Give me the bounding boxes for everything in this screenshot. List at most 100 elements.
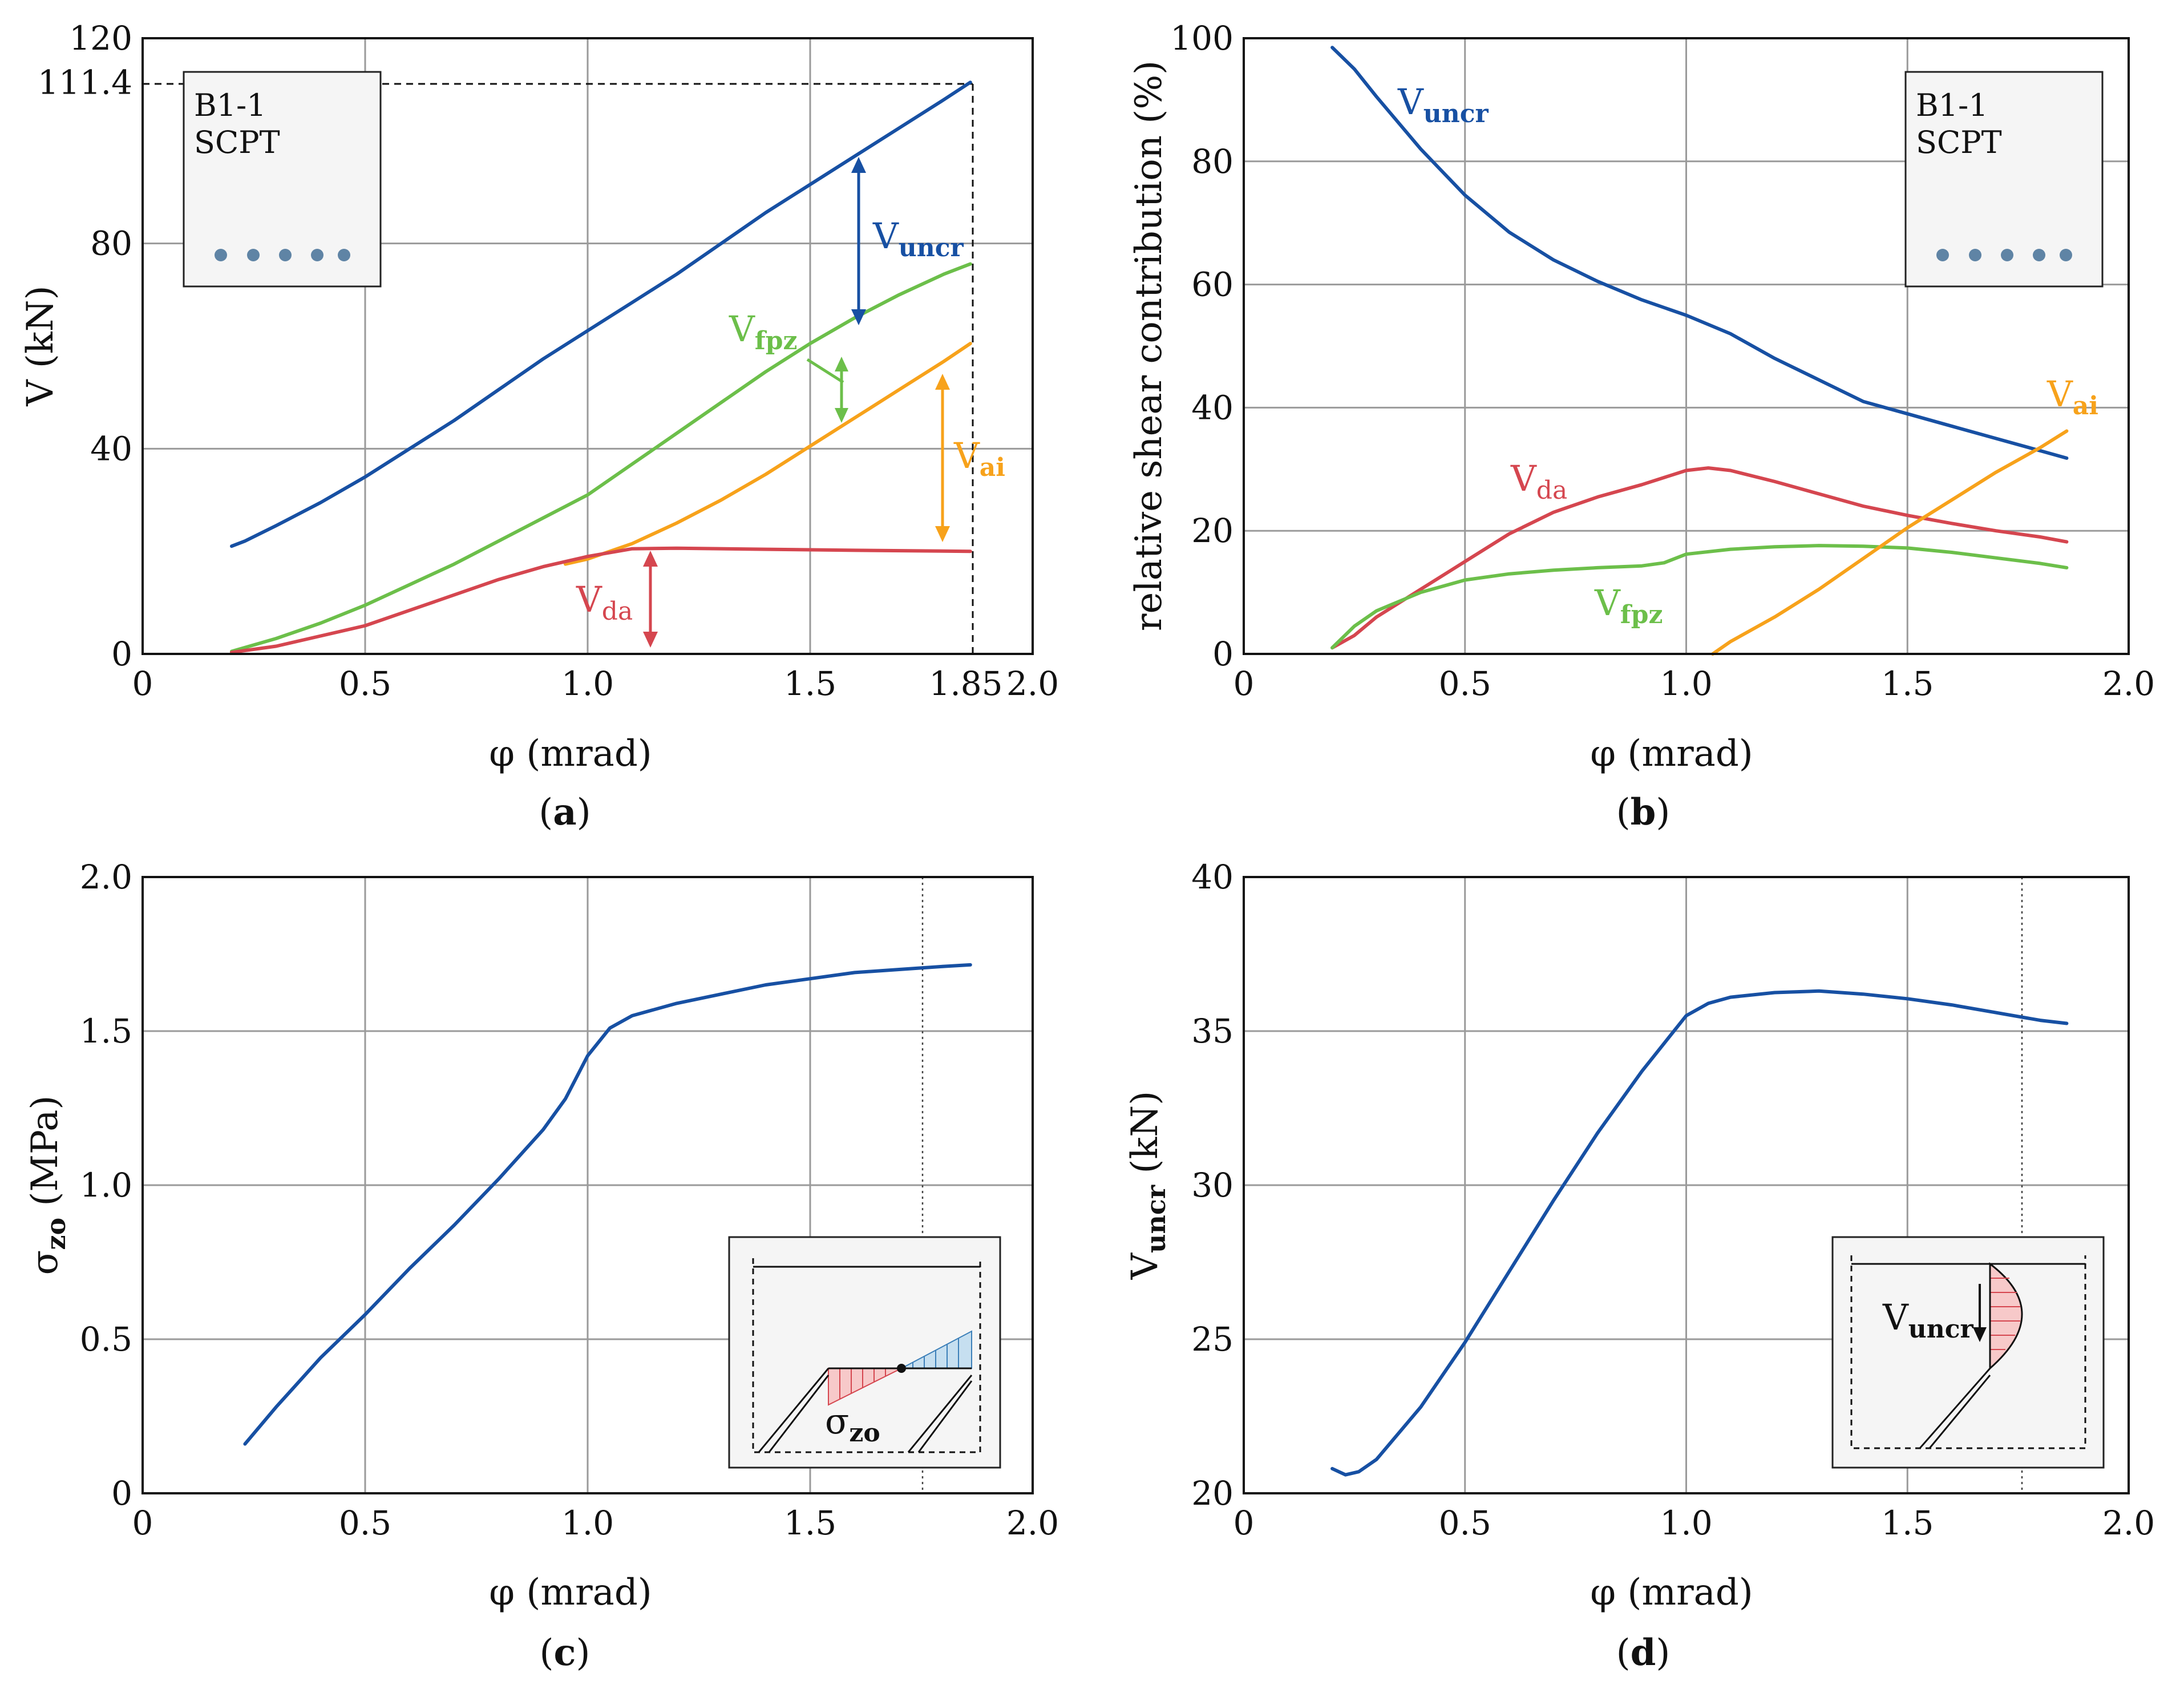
panel-d-inset-shear-profile bbox=[1989, 1262, 2023, 1371]
series-line-v-ai bbox=[564, 342, 972, 566]
panel-c-inset: σzo bbox=[728, 1236, 1001, 1469]
panel-c-series bbox=[243, 963, 972, 1446]
series-line-v-uncr bbox=[230, 80, 972, 548]
rebar-dot bbox=[338, 249, 350, 261]
series-line-sigma-zo bbox=[243, 963, 972, 1446]
panel-a-caption: (a) bbox=[539, 791, 591, 834]
panel-c-frame bbox=[141, 876, 1034, 1494]
series-line-v-uncr bbox=[1330, 989, 2069, 1477]
x-tick-label: 0.5 bbox=[1439, 1504, 1491, 1542]
panel-c-inset-border-dashed bbox=[752, 1258, 981, 1453]
x-tick-label: 1.0 bbox=[1660, 1504, 1712, 1542]
rebar-dot bbox=[311, 249, 323, 261]
panel-a: 0 0.5 1.0 1.5 1.85 2.0 0 40 80 111.4 120 B1-1 SCPT… bbox=[19, 19, 1059, 834]
panel-b-ylabel: relative shear contribution (%) bbox=[1128, 60, 1170, 631]
x-tick-label: 1.0 bbox=[1660, 664, 1712, 703]
y-tick-label: 2.0 bbox=[80, 858, 132, 896]
y-tick-label: 111.4 bbox=[38, 63, 132, 102]
panel-d-inset-label: Vuncr bbox=[1882, 1296, 1974, 1344]
panel-a-label-da: Vda bbox=[576, 579, 633, 626]
y-tick-label: 80 bbox=[90, 224, 132, 263]
y-tick-label: 120 bbox=[69, 19, 132, 58]
panel-d-frame bbox=[1243, 876, 2130, 1494]
rebar-dot bbox=[1969, 249, 1981, 261]
x-tick-label: 1.85 bbox=[929, 664, 1002, 703]
y-tick-label: 30 bbox=[1191, 1166, 1233, 1205]
x-tick-label: 1.5 bbox=[784, 664, 836, 703]
panel-a-frame bbox=[141, 37, 1034, 655]
rebar-dot bbox=[279, 249, 292, 261]
panel-b-xlabel: φ (mrad) bbox=[1590, 733, 1753, 775]
y-tick-label: 40 bbox=[1191, 388, 1233, 427]
panel-a-label-ai: Vai bbox=[953, 435, 1005, 482]
y-tick-label: 0 bbox=[1212, 635, 1233, 673]
panel-a-inset: B1-1 SCPT bbox=[183, 71, 382, 288]
x-tick-label: 1.5 bbox=[1881, 664, 1934, 703]
rebar-dot bbox=[247, 249, 260, 261]
y-tick-label: 100 bbox=[1170, 19, 1233, 58]
panel-a-arrow-uncr bbox=[851, 157, 866, 325]
panel-b-label-uncr: Vuncr bbox=[1397, 81, 1489, 128]
series-line-v-uncr bbox=[1330, 46, 2069, 460]
x-tick-label: 0 bbox=[1233, 1504, 1255, 1542]
panel-d-inset-crack bbox=[1919, 1368, 1991, 1449]
panel-a-series bbox=[230, 80, 972, 654]
panel-a-ticks: 0 0.5 1.0 1.5 1.85 2.0 0 40 80 111.4 120 bbox=[38, 19, 1059, 703]
panel-b-label-fpz: Vfpz bbox=[1594, 582, 1663, 629]
panel-d-ylabel: Vuncr (kN) bbox=[1124, 1091, 1171, 1280]
y-tick-label: 0 bbox=[111, 635, 132, 673]
panel-c-ticks: 0 0.5 1.0 1.5 2.0 0 0.5 1.0 1.5 2.0 bbox=[80, 858, 1059, 1542]
rebar-dot bbox=[2001, 249, 2013, 261]
x-tick-label: 0 bbox=[1233, 664, 1255, 703]
panel-d-inset-shear-hatch bbox=[1990, 1278, 2020, 1350]
panel-c-inset-point bbox=[897, 1364, 906, 1373]
panel-c-inset-blue-hatch bbox=[912, 1338, 959, 1368]
panel-a-inset-line1: B1-1 bbox=[194, 87, 266, 123]
series-line-v-fpz bbox=[1330, 544, 2069, 650]
y-tick-label: 0 bbox=[111, 1474, 132, 1513]
panel-d-inset-arrowhead bbox=[1973, 1327, 1987, 1342]
panel-c-inset-crack-right bbox=[907, 1375, 973, 1453]
y-tick-label: 60 bbox=[1191, 265, 1233, 304]
panel-b-rebar-dots bbox=[1936, 249, 2072, 261]
x-tick-label: 0.5 bbox=[339, 664, 391, 703]
rebar-dot bbox=[2060, 249, 2072, 261]
panel-a-xlabel: φ (mrad) bbox=[489, 733, 652, 775]
x-tick-label: 1.0 bbox=[561, 1504, 614, 1542]
y-tick-label: 1.0 bbox=[80, 1166, 132, 1205]
x-tick-label: 0 bbox=[132, 664, 153, 703]
y-tick-label: 80 bbox=[1191, 142, 1233, 181]
x-tick-label: 2.0 bbox=[1006, 664, 1059, 703]
panel-a-arrow-fpz bbox=[806, 357, 848, 423]
panel-d-xlabel: φ (mrad) bbox=[1590, 1571, 1753, 1614]
y-tick-label: 25 bbox=[1191, 1320, 1233, 1359]
x-tick-label: 0.5 bbox=[339, 1504, 391, 1542]
panel-c-xlabel: φ (mrad) bbox=[489, 1571, 652, 1614]
rebar-dot bbox=[2033, 249, 2045, 261]
x-tick-label: 0 bbox=[132, 1504, 153, 1542]
panel-c-inset-crack-left-2 bbox=[768, 1375, 830, 1453]
panel-d-inset-border-dashed bbox=[1850, 1255, 2086, 1449]
panel-c: 0 0.5 1.0 1.5 2.0 0 0.5 1.0 1.5 2.0 bbox=[24, 858, 1059, 1674]
panel-a-arrow-ai bbox=[935, 374, 950, 542]
x-tick-label: 1.0 bbox=[561, 664, 614, 703]
panel-a-inset-line2: SCPT bbox=[194, 124, 280, 160]
panel-d-series bbox=[1330, 989, 2069, 1477]
y-tick-label: 20 bbox=[1191, 511, 1233, 550]
panel-b-inset-line2: SCPT bbox=[1916, 124, 2002, 160]
x-tick-label: 2.0 bbox=[2102, 1504, 2155, 1542]
panel-c-inset-crack-left bbox=[758, 1368, 830, 1453]
panel-b-inset-line1: B1-1 bbox=[1916, 87, 1988, 123]
panel-d-ticks: 0 0.5 1.0 1.5 2.0 20 25 30 35 40 bbox=[1191, 858, 2155, 1542]
panel-b-ticks: 0 0.5 1.0 1.5 2.0 0 20 40 60 80 100 bbox=[1170, 19, 2155, 703]
panel-d: 0 0.5 1.0 1.5 2.0 20 25 30 35 40 Vuncr φ (mrad) V… bbox=[1124, 858, 2155, 1674]
series-line-v-da bbox=[230, 546, 972, 654]
y-tick-label: 20 bbox=[1191, 1474, 1233, 1513]
series-line-v-ai bbox=[1711, 429, 2069, 656]
panel-a-arrow-da bbox=[643, 551, 658, 648]
panel-a-label-fpz: Vfpz bbox=[729, 308, 797, 355]
y-tick-label: 0.5 bbox=[80, 1320, 132, 1359]
x-tick-label: 1.5 bbox=[784, 1504, 836, 1542]
panel-b-inset: B1-1 SCPT bbox=[1904, 71, 2104, 288]
